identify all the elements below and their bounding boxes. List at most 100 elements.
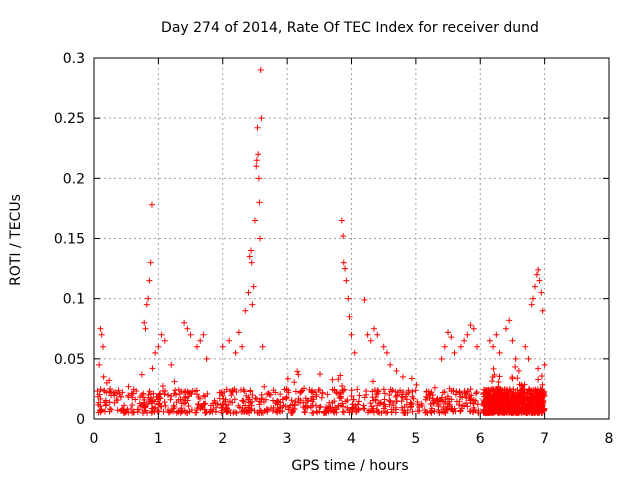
roti-point — [319, 390, 326, 397]
roti-point — [536, 393, 543, 400]
roti-point — [503, 389, 510, 396]
roti-point — [289, 401, 296, 408]
roti-point — [134, 408, 141, 415]
roti-point — [353, 408, 360, 415]
roti-point — [202, 409, 209, 416]
roti-point — [414, 408, 421, 415]
roti-point — [165, 392, 172, 399]
roti-point — [441, 343, 448, 350]
roti-point — [538, 289, 545, 296]
roti-point — [422, 393, 429, 400]
roti-point — [308, 388, 315, 395]
roti-point — [441, 388, 448, 395]
roti-point — [431, 384, 438, 391]
roti-point — [530, 406, 537, 413]
roti-point — [223, 409, 230, 416]
roti-point — [427, 401, 434, 408]
roti-point — [309, 387, 316, 394]
roti-point — [342, 398, 349, 405]
roti-point — [512, 363, 519, 370]
roti-point — [176, 390, 183, 397]
roti-point — [494, 406, 501, 413]
roti-point — [514, 375, 521, 382]
roti-point — [259, 343, 266, 350]
roti-point — [407, 404, 414, 411]
roti-point — [127, 405, 134, 412]
roti-point — [383, 409, 390, 416]
roti-point — [386, 391, 393, 398]
x-tick-label: 8 — [605, 431, 614, 447]
roti-point — [200, 392, 207, 399]
roti-point — [508, 400, 515, 407]
roti-point — [207, 406, 214, 413]
roti-point — [405, 387, 412, 394]
roti-point — [493, 331, 500, 338]
roti-point — [286, 404, 293, 411]
roti-point — [377, 400, 384, 407]
roti-point — [339, 400, 346, 407]
roti-point — [370, 378, 377, 385]
roti-point — [448, 388, 455, 395]
y-axis-title: ROTI / TECUs — [8, 194, 24, 286]
roti-point — [184, 325, 191, 332]
roti-point — [273, 408, 280, 415]
roti-point — [129, 394, 136, 401]
roti-point — [393, 367, 400, 374]
roti-point — [470, 325, 477, 332]
roti-point — [380, 405, 387, 412]
roti-point — [401, 403, 408, 410]
roti-point — [155, 343, 162, 350]
roti-point — [184, 397, 191, 404]
roti-point — [423, 388, 430, 395]
roti-point — [505, 404, 512, 411]
roti-point — [329, 376, 336, 383]
roti-point — [106, 399, 113, 406]
roti-point — [380, 386, 387, 393]
roti-point — [464, 403, 471, 410]
y-tick-label: 0.05 — [54, 352, 85, 368]
roti-point — [96, 391, 103, 398]
roti-point — [393, 392, 400, 399]
roti-point — [361, 394, 368, 401]
roti-point — [354, 386, 361, 393]
roti-point — [309, 398, 316, 405]
roti-point — [257, 235, 264, 242]
roti-point — [301, 408, 308, 415]
roti-point — [536, 277, 543, 284]
roti-point — [494, 405, 501, 412]
roti-point — [490, 365, 497, 372]
y-tick-label: 0.3 — [63, 51, 85, 67]
roti-point — [305, 397, 312, 404]
roti-point — [526, 390, 533, 397]
roti-point — [316, 371, 323, 378]
roti-point — [125, 394, 132, 401]
roti-point — [488, 393, 495, 400]
roti-point — [228, 392, 235, 399]
roti-point — [340, 409, 347, 416]
roti-point — [444, 393, 451, 400]
roti-point — [521, 381, 528, 388]
roti-point — [301, 385, 308, 392]
roti-point — [400, 373, 406, 380]
roti-point — [361, 405, 368, 412]
roti-point — [356, 392, 363, 399]
roti-point — [374, 331, 381, 338]
roti-point — [486, 402, 493, 409]
roti-point — [143, 301, 150, 308]
y-tick-label: 0.1 — [63, 292, 85, 308]
roti-point — [117, 393, 124, 400]
roti-point — [340, 233, 347, 240]
roti-point — [108, 389, 115, 396]
roti-point — [240, 398, 247, 405]
roti-point — [327, 407, 334, 414]
roti-point — [168, 361, 175, 368]
roti-point — [412, 387, 419, 394]
roti-point — [94, 388, 101, 395]
roti-point — [445, 329, 452, 336]
roti-point — [148, 201, 155, 208]
roti-point — [536, 402, 543, 409]
roti-point — [238, 408, 245, 415]
roti-point — [261, 383, 268, 390]
roti-point — [446, 398, 453, 405]
roti-point — [140, 401, 147, 408]
